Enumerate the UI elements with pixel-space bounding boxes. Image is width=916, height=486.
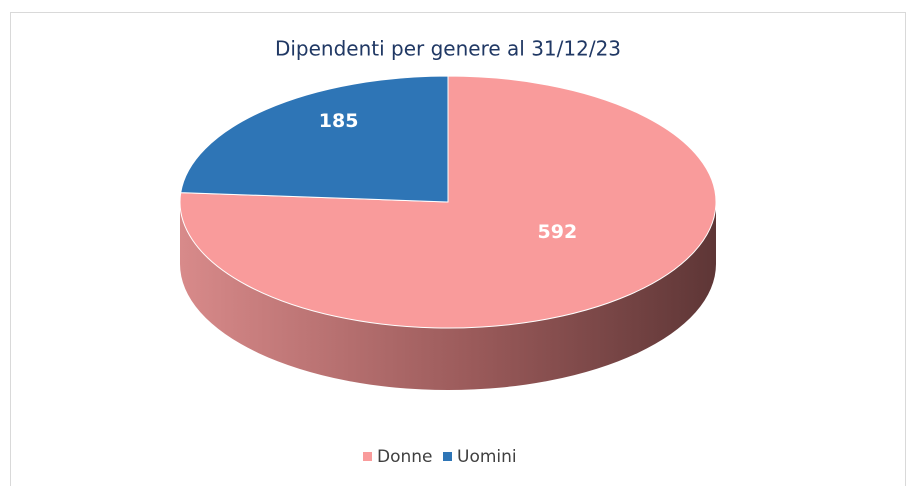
- data-label: 592: [538, 221, 578, 243]
- legend-swatch: [443, 452, 452, 461]
- pie-slice: [180, 75, 449, 203]
- legend-label: Uomini: [457, 447, 517, 467]
- data-label: 185: [319, 110, 359, 132]
- legend-label: Donne: [377, 447, 433, 467]
- legend-swatch: [363, 452, 372, 461]
- pie-side: [180, 202, 716, 390]
- chart-title: Dipendenti per genere al 31/12/23: [275, 37, 621, 61]
